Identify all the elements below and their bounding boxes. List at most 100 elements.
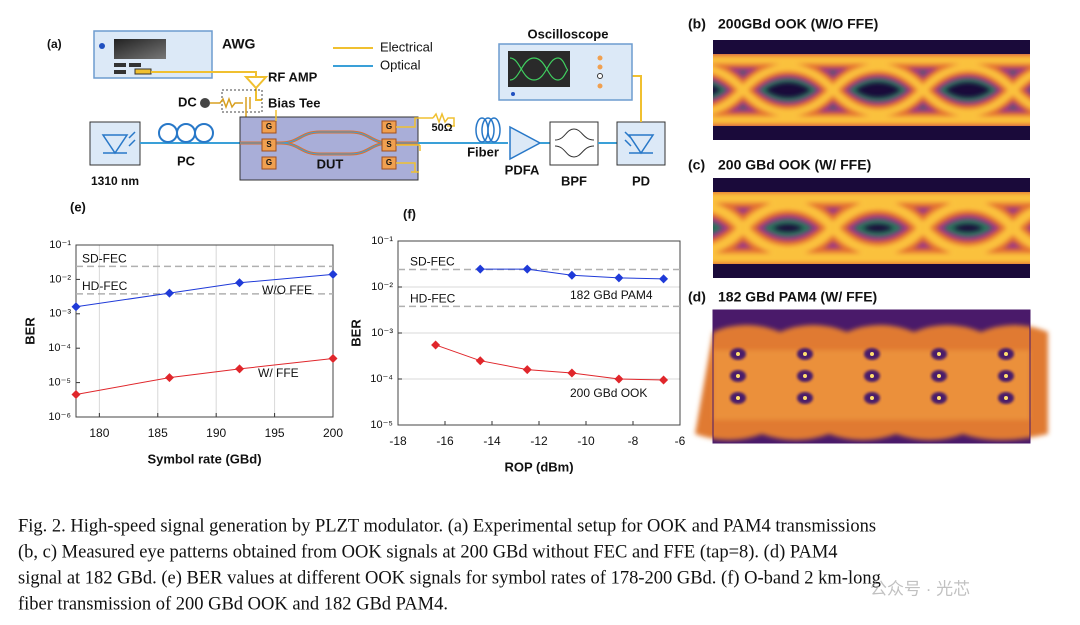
eye-diagram <box>695 309 1048 444</box>
pdfa <box>509 125 542 161</box>
series-line <box>75 358 334 396</box>
bias-tee-label: Bias Tee <box>268 95 321 110</box>
electrode-label: G <box>386 122 392 131</box>
data-point <box>235 278 245 288</box>
dc-label: DC <box>178 94 197 109</box>
x-axis-label: ROP (dBm) <box>504 459 573 474</box>
data-point <box>659 375 669 385</box>
watermark: 公众号 · 光芯 <box>870 579 970 598</box>
eye-center <box>870 396 874 400</box>
panel-label: (a) <box>47 37 62 51</box>
rf-traces <box>275 110 433 173</box>
data-point <box>522 264 532 274</box>
y-tick-label: 10⁻³ <box>371 327 393 339</box>
pd-symbol <box>624 131 655 155</box>
data-point <box>328 269 338 279</box>
eye-diagram <box>713 178 1030 278</box>
x-axis-label: Symbol rate (GBd) <box>147 451 261 466</box>
data-point <box>164 288 174 298</box>
x-tick-label: 180 <box>89 426 109 440</box>
bias-tee-circuit <box>210 96 251 117</box>
series-label: 200 GBd OOK <box>570 386 647 400</box>
awg-label: AWG <box>222 36 256 52</box>
pd-box <box>616 121 666 166</box>
threshold-label: HD-FEC <box>410 292 456 306</box>
legend-text: Optical <box>380 57 421 72</box>
oscilloscope-label: Oscilloscope <box>528 26 609 41</box>
electrode-label: G <box>266 158 272 167</box>
eye-diagram <box>713 40 1030 140</box>
eye-center <box>937 352 941 356</box>
data-point <box>475 356 485 366</box>
x-tick-label: -8 <box>628 434 639 448</box>
data-point <box>475 264 485 274</box>
series-label: 182 GBd PAM4 <box>570 288 653 302</box>
rf-amp-label: RF AMP <box>268 69 318 84</box>
eye-center <box>803 352 807 356</box>
eye-center <box>1004 352 1008 356</box>
eye-frame <box>712 309 1031 444</box>
data-point <box>164 373 174 383</box>
charts: (e) 180 185 190 195 200 10⁻¹ 10⁻² 10⁻³ 10⁻⁴ 10⁻⁵ 10… <box>22 199 685 474</box>
plot-frame <box>75 244 334 418</box>
oscilloscope-screen <box>508 51 570 87</box>
eye-center <box>937 396 941 400</box>
awg-port <box>129 63 141 67</box>
fiber-label: Fiber <box>467 144 499 159</box>
eye-diagrams <box>695 40 1048 444</box>
awg-screen <box>114 39 166 59</box>
scope-port <box>597 73 603 79</box>
rf-cable <box>151 71 257 77</box>
panel-label: (b) <box>688 16 706 32</box>
y-tick-label: 10⁻² <box>49 273 71 285</box>
chart: (e) 180 185 190 195 200 10⁻¹ 10⁻² 10⁻³ 10⁻⁴ 10⁻⁵ 10… <box>22 199 343 466</box>
dc-source <box>200 98 210 108</box>
caption-line: Fig. 2. High-speed signal generation by … <box>18 516 876 536</box>
eye-center <box>1004 374 1008 378</box>
bpf-label: BPF <box>561 173 587 188</box>
eye-center <box>937 374 941 378</box>
data-point <box>567 270 577 280</box>
panel-label: (e) <box>70 199 86 214</box>
panel-label: (c) <box>688 157 705 173</box>
pc-loop <box>158 123 178 143</box>
electrode-pad <box>261 120 277 134</box>
scope-knob <box>597 83 603 89</box>
series-line <box>75 273 334 308</box>
y-tick-label: 10⁻⁵ <box>48 377 71 389</box>
awg-port <box>114 63 126 67</box>
y-tick-label: 10⁻³ <box>49 308 71 320</box>
x-tick-label: 190 <box>206 426 226 440</box>
termination-label: 50Ω <box>431 122 452 134</box>
data-point <box>71 390 81 400</box>
scope-knob <box>597 55 603 61</box>
plot-frame <box>397 240 681 426</box>
y-axis-label: BER <box>22 317 37 345</box>
scope-knob <box>597 64 603 70</box>
bpf-symbol <box>554 128 595 158</box>
series-line <box>435 344 664 381</box>
awg-port <box>134 68 152 75</box>
legend-text: Electrical <box>380 39 433 54</box>
y-tick-label: 10⁻¹ <box>49 239 71 251</box>
x-tick-label: -6 <box>675 434 686 448</box>
data-point <box>328 354 338 364</box>
y-tick-label: 10⁻⁵ <box>370 419 393 431</box>
x-tick-label: 200 <box>323 426 343 440</box>
electrode-label: G <box>386 158 392 167</box>
panel-label: (d) <box>688 289 706 305</box>
eye-center <box>736 374 740 378</box>
x-tick-label: -18 <box>389 434 407 448</box>
x-tick-label: -14 <box>483 434 501 448</box>
electrodes: G S G G S G <box>261 120 397 170</box>
x-tick-label: -16 <box>436 434 454 448</box>
scope-led <box>511 92 515 96</box>
y-tick-label: 10⁻¹ <box>371 235 393 247</box>
termination-resistor <box>432 111 455 127</box>
electrode-label: S <box>386 140 392 149</box>
eye-title: 200GBd OOK (W/O FFE) <box>718 16 878 32</box>
electrode-label: G <box>266 122 272 131</box>
pc-loop <box>176 123 196 143</box>
caption-line: fiber transmission of 200 GBd OOK and 18… <box>18 594 448 614</box>
